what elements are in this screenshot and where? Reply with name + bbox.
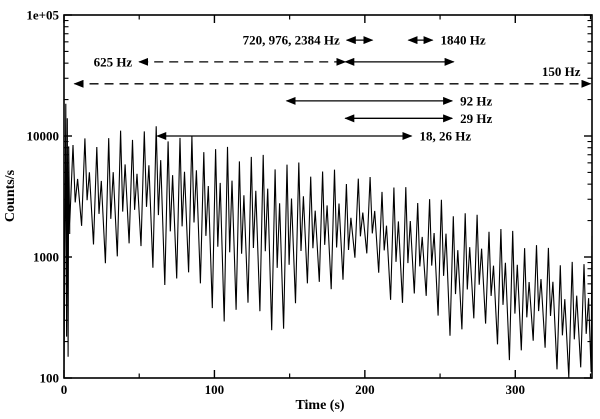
x-axis-ticks: 0 100 200 300 (61, 15, 592, 397)
y-tick-label: 100 (40, 371, 60, 386)
y-tick-label: 1000 (33, 250, 59, 265)
frequency-annotations: 720, 976, 2384 Hz 1840 Hz 625 Hz 150 Hz 92 H… (73, 33, 592, 144)
plot-frame (63, 14, 593, 379)
lightcurve-series (63, 103, 593, 378)
x-tick-label: 0 (61, 382, 68, 397)
annotation-label-hz-29: 29 Hz (460, 111, 492, 126)
y-axis-ticks: 1e+05 10000 1000 100 (26, 8, 592, 386)
annotation-label-hz-18-26: 18, 26 Hz (419, 129, 471, 144)
x-axis-title: Time (s) (295, 398, 344, 413)
plot-border (63, 14, 593, 379)
x-tick-label: 300 (506, 382, 526, 397)
y-tick-label: 1e+05 (26, 8, 59, 23)
annotation-label-khz-1840: 1840 Hz (441, 33, 486, 48)
annotation-label-hz-92: 92 Hz (460, 93, 492, 108)
annotation-label-hz-150: 150 Hz (542, 64, 581, 79)
y-axis-title: Counts/s (3, 169, 18, 222)
annotation-label-khz-triple: 720, 976, 2384 Hz (243, 33, 340, 48)
x-tick-label: 100 (205, 382, 225, 397)
lightcurve-polyline (63, 103, 593, 378)
annotation-label-hz-625: 625 Hz (94, 54, 133, 69)
x-tick-label: 200 (355, 382, 375, 397)
y-tick-label: 10000 (27, 129, 60, 144)
